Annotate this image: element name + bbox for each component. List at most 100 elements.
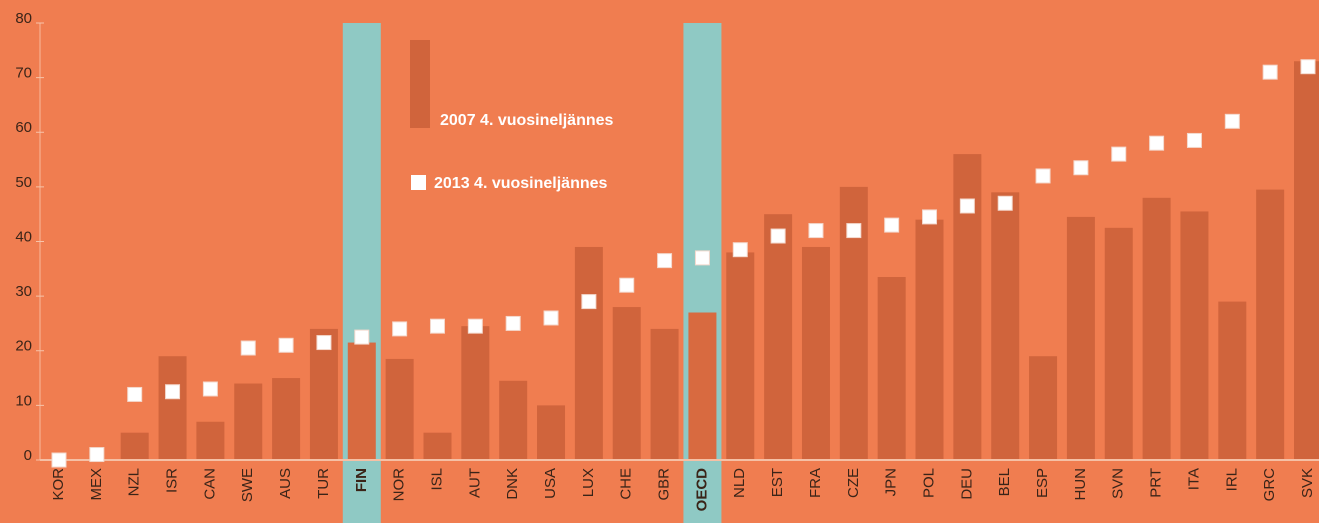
marker — [657, 253, 673, 269]
bar — [196, 421, 225, 460]
y-tick-label: 50 — [15, 174, 32, 191]
legend-swatch — [411, 175, 426, 190]
bar — [1142, 197, 1171, 461]
x-tick-label: CHE — [618, 468, 635, 500]
marker — [732, 242, 748, 258]
y-tick-label: 70 — [15, 65, 32, 82]
x-tick-label: PRT — [1148, 468, 1165, 498]
bar — [574, 246, 603, 460]
x-tick-label: USA — [542, 468, 559, 499]
bar — [234, 383, 263, 460]
x-tick-label: LUX — [580, 468, 597, 497]
marker — [922, 209, 938, 225]
marker — [202, 381, 218, 397]
marker — [1224, 113, 1240, 129]
marker — [240, 340, 256, 356]
x-tick-label: IRL — [1223, 468, 1240, 491]
bar — [499, 380, 528, 460]
x-tick-label: DNK — [504, 468, 521, 500]
marker — [1073, 160, 1089, 176]
bar — [385, 358, 414, 460]
bar — [650, 328, 679, 460]
marker — [694, 250, 710, 266]
y-tick-label: 80 — [15, 10, 32, 27]
marker — [959, 198, 975, 214]
bar — [688, 312, 717, 460]
marker — [505, 315, 521, 331]
x-tick-label: NZL — [126, 468, 143, 496]
marker — [392, 321, 408, 337]
x-tick-label: HUN — [1072, 468, 1089, 501]
legend-label: 2013 4. vuosineljännes — [434, 175, 608, 192]
x-tick-label: SVK — [1299, 468, 1316, 498]
x-tick-label: AUS — [277, 468, 294, 499]
x-tick-label: POL — [920, 468, 937, 498]
x-tick-label: SVN — [1110, 468, 1127, 499]
marker — [89, 447, 105, 463]
y-tick-label: 30 — [15, 283, 32, 300]
marker — [1149, 135, 1165, 151]
y-tick-label: 10 — [15, 392, 32, 409]
y-tick-label: 20 — [15, 338, 32, 355]
x-tick-label: KOR — [50, 468, 67, 501]
x-tick-label: BEL — [996, 468, 1013, 496]
marker — [467, 318, 483, 334]
x-tick-label: CAN — [201, 468, 218, 500]
bar — [158, 356, 187, 460]
bar — [347, 342, 376, 460]
x-tick-label: DEU — [958, 468, 975, 500]
bar — [1180, 211, 1209, 460]
y-tick-label: 0 — [24, 447, 32, 464]
bar — [423, 432, 452, 460]
bar — [1256, 189, 1285, 460]
marker — [997, 195, 1013, 211]
x-tick-label: JPN — [883, 468, 900, 496]
x-tick-label: TUR — [315, 468, 332, 499]
marker — [884, 217, 900, 233]
marker — [1035, 168, 1051, 184]
marker — [1186, 132, 1202, 148]
x-tick-label: CZE — [845, 468, 862, 498]
bar — [764, 214, 793, 460]
bar — [461, 326, 490, 460]
x-tick-label: ITA — [1185, 468, 1202, 490]
marker — [581, 294, 597, 310]
bar — [1104, 227, 1133, 460]
x-tick-label: SWE — [239, 468, 256, 502]
marker — [316, 335, 332, 351]
y-tick-label: 40 — [15, 228, 32, 245]
x-tick-label: ESP — [1034, 468, 1051, 498]
bar — [272, 378, 301, 460]
legend-label: 2007 4. vuosineljännes — [440, 112, 614, 129]
bar — [1294, 61, 1319, 461]
marker — [1300, 59, 1316, 75]
marker — [543, 310, 559, 326]
marker — [846, 223, 862, 239]
bar — [1066, 216, 1095, 460]
legend-swatch — [410, 40, 430, 128]
marker — [429, 318, 445, 334]
x-tick-label: ISR — [164, 468, 181, 493]
marker — [808, 223, 824, 239]
x-tick-label: NOR — [391, 468, 408, 502]
x-tick-label: AUT — [466, 468, 483, 498]
marker — [1262, 64, 1278, 80]
bar — [537, 405, 566, 460]
bar — [726, 252, 755, 460]
bar — [1218, 301, 1247, 460]
bar — [120, 432, 149, 460]
x-tick-label: NLD — [731, 468, 748, 498]
x-tick-label: EST — [769, 468, 786, 497]
x-tick-label: OECD — [693, 468, 710, 512]
marker — [1111, 146, 1127, 162]
x-tick-label: GBR — [656, 468, 673, 501]
bar — [612, 307, 641, 460]
marker — [354, 329, 370, 345]
y-tick-label: 60 — [15, 119, 32, 136]
x-tick-label: GRC — [1261, 468, 1278, 502]
x-tick-label: FIN — [353, 468, 370, 492]
bar — [877, 277, 906, 460]
x-tick-label: MEX — [88, 468, 105, 501]
x-tick-label: FRA — [807, 468, 824, 498]
